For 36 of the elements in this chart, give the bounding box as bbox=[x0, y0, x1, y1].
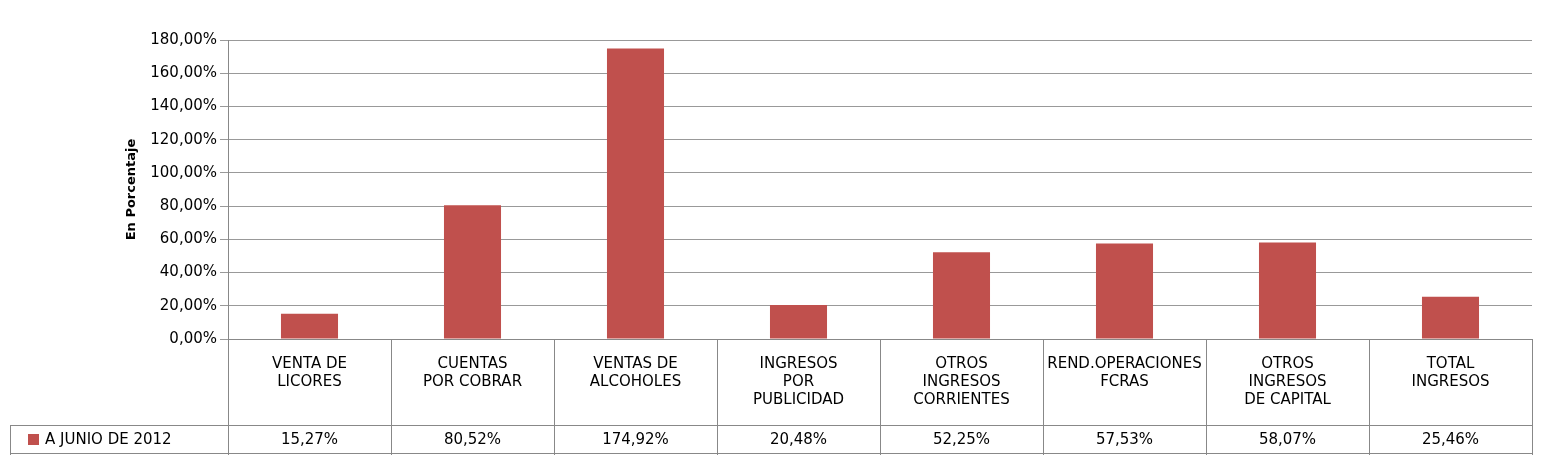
text: 15,27% bbox=[280, 429, 339, 448]
legend-label: A JUNIO DE 2012 bbox=[45, 429, 172, 448]
y-tick-label: 0,00% bbox=[169, 328, 217, 347]
y-tick-label: 20,00% bbox=[159, 295, 217, 314]
text: 58,07% bbox=[1258, 429, 1317, 448]
text: 80,52% bbox=[443, 429, 502, 448]
x-tick-label: CUENTAS POR COBRAR bbox=[422, 353, 523, 390]
x-tick-label: REND.OPERACIONES FCRAS bbox=[1047, 353, 1202, 390]
x-tick-label: TOTAL INGRESOS bbox=[1411, 353, 1490, 390]
text: 174,92% bbox=[602, 429, 669, 448]
text: 20,48% bbox=[769, 429, 828, 448]
y-tick-label: 140,00% bbox=[150, 96, 217, 115]
y-tick-label: 120,00% bbox=[150, 129, 217, 148]
bar bbox=[932, 252, 991, 339]
y-tick-label: 180,00% bbox=[150, 29, 217, 48]
text: 25,46% bbox=[1421, 429, 1480, 448]
bar bbox=[280, 313, 339, 339]
x-tick-label: VENTAS DE ALCOHOLES bbox=[589, 353, 682, 390]
x-tick-label: OTROS INGRESOS DE CAPITAL bbox=[1244, 353, 1332, 408]
x-tick-label: INGRESOS POR PUBLICIDAD bbox=[752, 353, 845, 408]
text: 57,53% bbox=[1095, 429, 1154, 448]
y-axis-title: En Porcentaje bbox=[123, 138, 139, 241]
y-tick-label: 80,00% bbox=[159, 196, 217, 214]
bar bbox=[1258, 242, 1317, 339]
bar bbox=[769, 304, 828, 339]
y-tick-label: 160,00% bbox=[150, 63, 217, 82]
bar bbox=[1095, 243, 1154, 339]
bar bbox=[606, 48, 665, 339]
x-tick-label: VENTA DE LICORES bbox=[271, 353, 348, 390]
y-tick-label: 60,00% bbox=[159, 229, 217, 248]
text: 52,25% bbox=[932, 429, 991, 448]
y-tick-label: 100,00% bbox=[150, 162, 217, 181]
y-tick-label: 40,00% bbox=[159, 262, 217, 281]
bar bbox=[443, 205, 502, 339]
x-tick-label: OTROS INGRESOS CORRIENTES bbox=[913, 353, 1010, 408]
bar bbox=[1421, 296, 1480, 339]
